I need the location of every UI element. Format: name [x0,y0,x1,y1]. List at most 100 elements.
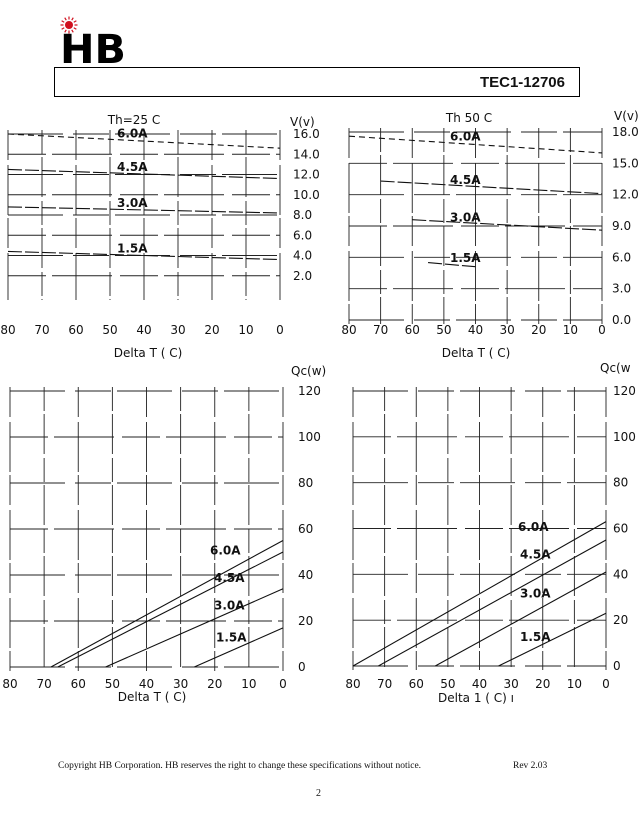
x-tick-label: 50 [440,677,455,691]
x-tick-label: 20 [204,323,219,337]
y-tick-label: 6.0 [612,250,631,264]
chart-title: Th 50 C [445,111,492,125]
x-tick-label: 60 [409,677,424,691]
series-line-6-0a [7,133,281,149]
x-tick-label: 20 [531,323,546,337]
series-label-6-0a: 6.0A [117,126,148,140]
y-tick-label: 20 [298,614,313,628]
x-tick-label: 50 [436,323,451,337]
y-tick-label: 80 [613,476,628,490]
x-tick-label: 50 [105,677,120,691]
series-label-6-0a: 6.0A [210,543,241,557]
chart-voltage-th50-svg: 6.0A 4.5A 3.0A 1.5A 80 70 60 50 40 30 20 10 0 18.0 15.… [341,109,638,360]
series-label-4-5a: 4.5A [214,571,245,585]
x-axis-label: Delta T ( C) [442,346,511,360]
x-tick-label: 50 [102,323,117,337]
x-tick-label: 40 [468,323,483,337]
y-tick-label: 0 [298,660,306,674]
y-tick-label: 9.0 [612,219,631,233]
series-line-1-5a [194,627,284,668]
y-axis-label: Qc(w [600,361,631,375]
y-axis-label: V(v) [614,109,638,123]
y-tick-label: 3.0 [612,282,631,296]
series-label-6-0a: 6.0A [450,129,481,143]
x-tick-label: 10 [567,677,582,691]
y-tick-label: 100 [298,430,321,444]
x-tick-label: 40 [472,677,487,691]
y-tick-label: 80 [298,476,313,490]
y-axis-label: V(v) [290,115,315,129]
x-tick-label: 70 [34,323,49,337]
series-line-4-5a [7,168,281,180]
x-tick-label: 70 [36,677,51,691]
y-tick-label: 40 [298,568,313,582]
x-tick-label: 30 [503,677,518,691]
series-label-1-5a: 1.5A [216,631,247,645]
chart-voltage-th25-svg: 6.0A 4.5A 3.0A 1.5A 80 70 60 50 40 30 20 10 0 16.0 14.… [0,113,320,360]
chart-qc-th50: 6.0A 4.5A 3.0A 1.5A 80 70 60 50 40 30 20 10 0 120 100 8… [330,360,638,708]
x-tick-label: 30 [173,677,188,691]
x-axis-label: Delta T ( C) [118,690,187,704]
x-tick-label: 80 [341,323,356,337]
series-label-1-5a: 1.5A [520,630,551,644]
x-tick-label: 30 [170,323,185,337]
y-tick-label: 0.0 [612,313,631,327]
series-line-6-0a [348,135,603,154]
sun-icon [60,16,78,34]
series-line-4-5a [378,539,607,667]
page-number: 2 [316,788,321,799]
x-tick-label: 0 [598,323,606,337]
x-tick-label: 0 [602,677,610,691]
x-tick-label: 20 [535,677,550,691]
revision-label: Rev 2.03 [513,761,548,771]
x-tick-label: 30 [499,323,514,337]
y-tick-label: 40 [613,567,628,581]
y-tick-label: 15.0 [612,156,638,170]
series-line-3-0a [105,588,284,668]
hb-logo: HB [56,16,136,73]
y-tick-label: 100 [613,430,636,444]
x-tick-label: 10 [241,677,256,691]
y-tick-label: 12.0 [293,168,320,182]
series-line-1-5a [428,262,476,268]
chart-title: Th=25 C [107,113,160,127]
series-line-4-5a [380,180,603,195]
y-tick-label: 60 [298,522,313,536]
x-tick-label: 0 [279,677,287,691]
series-label-4-5a: 4.5A [450,173,481,187]
y-tick-label: 18.0 [612,125,638,139]
x-tick-label: 80 [2,677,17,691]
y-tick-label: 6.0 [293,228,312,242]
logo-text: HB [60,27,126,72]
x-tick-label: 20 [207,677,222,691]
copyright-notice: Copyright HB Corporation. HB reserves th… [58,761,422,771]
series-line-3-0a [434,571,607,667]
x-tick-label: 40 [139,677,154,691]
y-tick-label: 8.0 [293,208,312,222]
y-tick-label: 14.0 [293,147,320,161]
x-tick-label: 80 [345,677,360,691]
y-tick-label: 20 [613,613,628,627]
x-tick-label: 60 [68,323,83,337]
x-tick-label: 40 [136,323,151,337]
series-line-3-0a [7,206,281,214]
x-axis-label: Delta 1 ( C) ı [438,691,514,705]
x-tick-label: 60 [71,677,86,691]
series-label-6-0a: 6.0A [518,520,549,534]
y-tick-label: 12.0 [612,188,638,202]
series-label-3-0a: 3.0A [117,196,148,210]
y-tick-label: 10.0 [293,188,320,202]
series-label-3-0a: 3.0A [214,599,245,613]
y-tick-label: 120 [613,384,636,398]
chart-voltage-th25: 6.0A 4.5A 3.0A 1.5A 80 70 60 50 40 30 20 10 0 16.0 14.… [0,110,325,362]
x-tick-label: 10 [563,323,578,337]
y-tick-label: 4.0 [293,249,312,263]
series-line-6-0a [50,540,284,668]
y-tick-label: 0 [613,659,621,673]
y-axis-label: Qc(w) [291,364,326,378]
y-tick-label: 120 [298,384,321,398]
y-tick-label: 16.0 [293,127,320,141]
x-tick-label: 60 [405,323,420,337]
series-label-3-0a: 3.0A [450,211,481,225]
